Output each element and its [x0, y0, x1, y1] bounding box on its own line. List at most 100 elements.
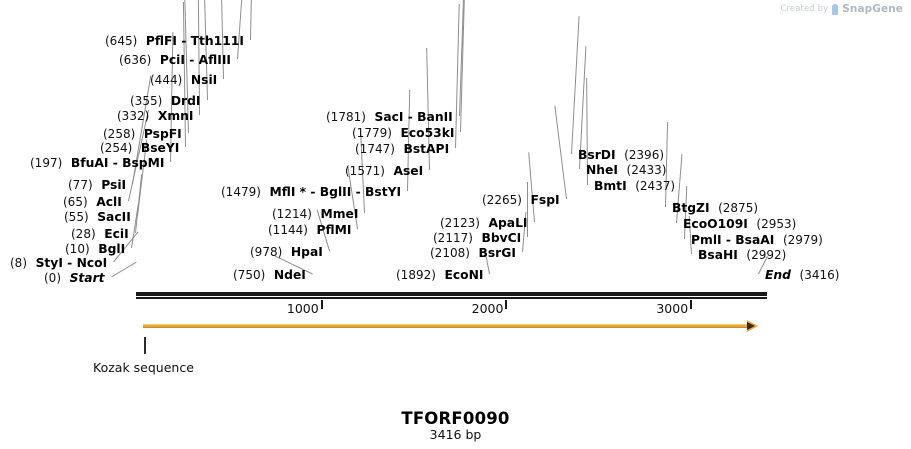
sequence-length-label: 3416 bp [429, 427, 482, 442]
ruler-tick [320, 300, 323, 309]
site-position: (750) [233, 268, 266, 282]
site-position: (28) [71, 227, 96, 241]
leader-line [111, 261, 137, 278]
restriction-site-label-bgli[interactable]: (10) BglI [65, 242, 126, 256]
ruler-tick-label: 2000 [471, 301, 504, 316]
restriction-site-label-bseyi[interactable]: (254) BseYI [100, 141, 180, 155]
restriction-site-label-ecoo109i[interactable]: EcoO109I (2953) [683, 217, 797, 231]
site-position: (1571) [345, 164, 385, 178]
watermark-brand-label: SnapGene [842, 3, 903, 15]
site-position: (1214) [272, 207, 312, 221]
restriction-site-label-asei[interactable]: (1571) AseI [345, 164, 424, 178]
site-position: (0) [44, 271, 61, 285]
site-position: (197) [30, 156, 63, 170]
restriction-site-label-mmei[interactable]: (1214) MmeI [272, 207, 359, 221]
restriction-site-label-econi[interactable]: (1892) EcoNI [396, 268, 484, 282]
site-position: (444) [150, 73, 183, 87]
restriction-site-label-styi-ncoi[interactable]: (8) StyI - NcoI [10, 256, 108, 270]
restriction-site-label-pflfi-tth111i[interactable]: (645) PflFI - Tth111I [105, 34, 244, 48]
restriction-site-label-acli[interactable]: (65) AclI [63, 195, 122, 209]
restriction-site-label-fspi[interactable]: (2265) FspI [482, 193, 560, 207]
restriction-site-label-bfuai-bspmi[interactable]: (197) BfuAI - BspMI [30, 156, 165, 170]
restriction-site-label-nsii[interactable]: (444) NsiI [150, 73, 218, 87]
site-position: (2875) [718, 201, 759, 215]
site-position: (1479) [221, 185, 261, 199]
watermark-created-label: Created by [780, 4, 829, 14]
site-position: (2265) [482, 193, 522, 207]
restriction-site-label-pflmi[interactable]: (1144) PflMI [268, 223, 352, 237]
backbone-baseline [136, 297, 767, 299]
restriction-site-label-pspfi[interactable]: (258) PspFI [103, 127, 182, 141]
site-position: (332) [117, 109, 150, 123]
restriction-site-label-start[interactable]: (0) Start [44, 271, 105, 285]
snapgene-watermark: Created by SnapGene [780, 3, 903, 15]
site-position: (1892) [396, 268, 436, 282]
restriction-site-label-xmni[interactable]: (332) XmnI [117, 109, 194, 123]
site-position: (645) [105, 34, 138, 48]
leader-line [571, 15, 580, 155]
restriction-site-label-ndei[interactable]: (750) NdeI [233, 268, 306, 282]
leader-line [250, 0, 257, 41]
restriction-site-label-bsahi[interactable]: BsaHI (2992) [698, 248, 787, 262]
restriction-site-label-hpai[interactable]: (978) HpaI [250, 245, 323, 259]
site-position: (1144) [268, 223, 308, 237]
site-position: (2992) [746, 248, 787, 262]
restriction-site-label-sacii[interactable]: (55) SacII [64, 210, 131, 224]
restriction-site-label-mfli-bglii-bstyi[interactable]: (1479) MflI * - BglII - BstYI [221, 185, 402, 199]
ruler-tick-label: 1000 [286, 301, 319, 316]
site-position: (2396) [624, 148, 665, 162]
orf-arrow-body [143, 324, 748, 328]
restriction-site-label-bbvci[interactable]: (2117) BbvCI [433, 231, 522, 245]
site-position: (2108) [430, 246, 470, 260]
restriction-site-label-pmli-bsaai[interactable]: PmlI - BsaAI (2979) [691, 233, 823, 247]
leader-line [528, 151, 535, 223]
site-position: (978) [250, 245, 283, 259]
restriction-site-label-pcii-afliii[interactable]: (636) PciI - AflIII [119, 53, 231, 67]
site-position: (2117) [433, 231, 473, 245]
page-title: TFORF0090 [401, 409, 510, 428]
site-position: (636) [119, 53, 152, 67]
restriction-site-label-bstapi[interactable]: (1747) BstAPI [355, 142, 450, 156]
site-position: (10) [65, 242, 90, 256]
ruler-tick [505, 300, 508, 309]
restriction-site-label-psii[interactable]: (77) PsiI [68, 178, 127, 192]
kozak-feature-label: Kozak sequence [93, 360, 194, 375]
site-position: (2437) [635, 179, 676, 193]
restriction-site-label-bsrdi[interactable]: BsrDI (2396) [578, 148, 665, 162]
site-position: (55) [64, 210, 89, 224]
restriction-site-label-apali[interactable]: (2123) ApaLI [440, 216, 528, 230]
site-position: (2953) [756, 217, 797, 231]
restriction-site-label-bsrgi[interactable]: (2108) BsrGI [430, 246, 516, 260]
restriction-site-label-eco53ki[interactable]: (1779) Eco53kI [352, 126, 455, 140]
restriction-site-label-drdi[interactable]: (355) DrdI [130, 94, 201, 108]
restriction-site-label-bmti[interactable]: BmtI (2437) [594, 179, 676, 193]
site-position: (77) [68, 178, 93, 192]
site-position: (2433) [626, 163, 667, 177]
leader-line [131, 203, 139, 249]
site-position: (1781) [326, 110, 366, 124]
leader-line [237, 0, 255, 60]
site-position: (1779) [352, 126, 392, 140]
backbone-bar [136, 292, 767, 296]
site-position: (254) [100, 141, 133, 155]
ruler-tick-label: 3000 [656, 301, 689, 316]
orf-arrow-head-inner [747, 322, 756, 330]
restriction-site-label-saci-banii[interactable]: (1781) SacI - BanII [326, 110, 453, 124]
site-position: (355) [130, 94, 163, 108]
leader-line [554, 105, 567, 200]
restriction-site-label-nhei[interactable]: NheI (2433) [586, 163, 667, 177]
kozak-tick-icon [144, 337, 147, 354]
ruler-tick [690, 300, 693, 309]
site-position: (3416) [799, 268, 840, 282]
snapgene-logo-icon [832, 3, 839, 15]
restriction-site-label-ecii[interactable]: (28) EciI [71, 227, 129, 241]
restriction-site-label-btgzi[interactable]: BtgZI (2875) [672, 201, 759, 215]
site-position: (2123) [440, 216, 480, 230]
site-position: (258) [103, 127, 136, 141]
restriction-site-label-end[interactable]: End (3416) [765, 268, 840, 282]
leader-line [455, 3, 460, 149]
site-position: (1747) [355, 142, 395, 156]
site-position: (65) [63, 195, 88, 209]
site-position: (8) [10, 256, 27, 270]
